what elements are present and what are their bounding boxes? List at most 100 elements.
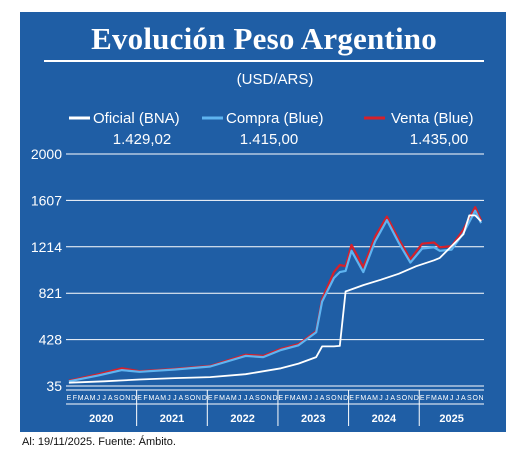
x-month-label: O	[331, 395, 337, 402]
x-month-label: N	[267, 395, 272, 402]
x-month-label: E	[137, 395, 142, 402]
x-month-label: M	[219, 395, 225, 402]
x-month-label: J	[314, 395, 318, 402]
series-venta-line	[68, 206, 483, 382]
x-month-label: S	[255, 395, 260, 402]
chart-subtitle: (USD/ARS)	[237, 71, 314, 88]
x-month-label: F	[73, 395, 77, 402]
x-month-label: D	[414, 395, 419, 402]
series-compra-line	[68, 209, 483, 383]
x-month-label: M	[231, 395, 237, 402]
x-month-label: D	[131, 395, 136, 402]
legend-item-venta: Venta (Blue) 1.435,00	[364, 110, 474, 148]
series-layer	[68, 206, 483, 384]
legend-value-venta: 1.435,00	[410, 131, 468, 148]
legend-value-oficial: 1.429,02	[113, 131, 171, 148]
x-month-label: A	[155, 395, 160, 402]
x-month-label: O	[119, 395, 125, 402]
x-month-label: O	[402, 395, 408, 402]
x-year-label: 2025	[439, 413, 463, 425]
x-month-label: F	[285, 395, 289, 402]
x-month-label: A	[390, 395, 395, 402]
x-month-label: D	[202, 395, 207, 402]
x-month-label: E	[67, 395, 72, 402]
x-month-label: M	[302, 395, 308, 402]
legend-value-compra: 1.415,00	[240, 131, 298, 148]
x-month-label: E	[279, 395, 284, 402]
x-month-label: J	[173, 395, 177, 402]
x-month-label: M	[160, 395, 166, 402]
x-month-label: J	[450, 395, 454, 402]
x-month-label: A	[461, 395, 466, 402]
x-month-label: O	[260, 395, 266, 402]
x-month-label: A	[438, 395, 443, 402]
x-month-label: A	[249, 395, 254, 402]
x-month-label: S	[396, 395, 401, 402]
x-month-label: A	[178, 395, 183, 402]
x-month-label: M	[148, 395, 154, 402]
x-month-label: J	[244, 395, 248, 402]
title-band: Evolución Peso Argentino	[44, 18, 484, 62]
footnote: Al: 19/11/2025. Fuente: Ámbito.	[22, 436, 176, 448]
x-month-label: M	[443, 395, 449, 402]
x-month-label: D	[272, 395, 277, 402]
y-tick-label: 428	[39, 332, 63, 348]
y-tick-label: 821	[39, 285, 63, 301]
x-month-label: O	[472, 395, 478, 402]
y-tick-label: 35	[46, 378, 62, 394]
x-month-label: F	[426, 395, 430, 402]
x-month-label: S	[184, 395, 189, 402]
x-month-label: A	[226, 395, 231, 402]
x-month-label: J	[456, 395, 460, 402]
legend: Oficial (BNA) 1.429,02 Compra (Blue) 1.4…	[69, 110, 474, 148]
x-month-label: S	[114, 395, 119, 402]
x-year-label: 2023	[301, 413, 325, 425]
x-month-label: A	[296, 395, 301, 402]
x-month-label: J	[385, 395, 389, 402]
x-month-label: E	[208, 395, 213, 402]
x-month-label: N	[408, 395, 413, 402]
x-month-label: M	[431, 395, 437, 402]
y-tick-label: 2000	[31, 146, 62, 162]
x-month-label: N	[479, 395, 484, 402]
y-tick-label: 1214	[31, 239, 62, 255]
x-month-label: A	[84, 395, 89, 402]
x-month-label: N	[196, 395, 201, 402]
x-month-label: D	[343, 395, 348, 402]
x-month-label: F	[214, 395, 218, 402]
x-month-label: M	[90, 395, 96, 402]
legend-label-venta: Venta (Blue)	[391, 110, 474, 127]
chart-frame	[20, 12, 506, 432]
y-axis-ticks: 35 428 821 1214 1607 2000	[31, 146, 62, 394]
x-month-label: M	[290, 395, 296, 402]
x-month-label: M	[78, 395, 84, 402]
x-month-label: S	[467, 395, 472, 402]
x-month-label: E	[349, 395, 354, 402]
x-month-label: F	[355, 395, 359, 402]
x-year-label: 2024	[372, 413, 397, 425]
x-month-label: J	[379, 395, 383, 402]
legend-label-compra: Compra (Blue)	[226, 110, 324, 127]
x-month-label: J	[97, 395, 101, 402]
chart-title: Evolución Peso Argentino	[91, 21, 437, 56]
x-month-label: S	[326, 395, 331, 402]
x-year-label: 2020	[89, 413, 113, 425]
x-month-label: J	[238, 395, 242, 402]
legend-item-oficial: Oficial (BNA) 1.429,02	[69, 110, 180, 148]
x-year-label: 2022	[230, 413, 254, 425]
x-month-label: J	[103, 395, 107, 402]
y-tick-label: 1607	[31, 192, 62, 208]
x-month-label: A	[367, 395, 372, 402]
x-month-label: O	[190, 395, 196, 402]
gridlines	[66, 153, 484, 387]
x-month-label: M	[360, 395, 366, 402]
x-month-label: J	[167, 395, 171, 402]
x-month-label: J	[309, 395, 313, 402]
legend-item-compra: Compra (Blue) 1.415,00	[202, 110, 324, 148]
x-month-label: N	[337, 395, 342, 402]
x-year-label: 2021	[160, 413, 184, 425]
x-month-label: A	[108, 395, 113, 402]
legend-label-oficial: Oficial (BNA)	[93, 110, 180, 127]
